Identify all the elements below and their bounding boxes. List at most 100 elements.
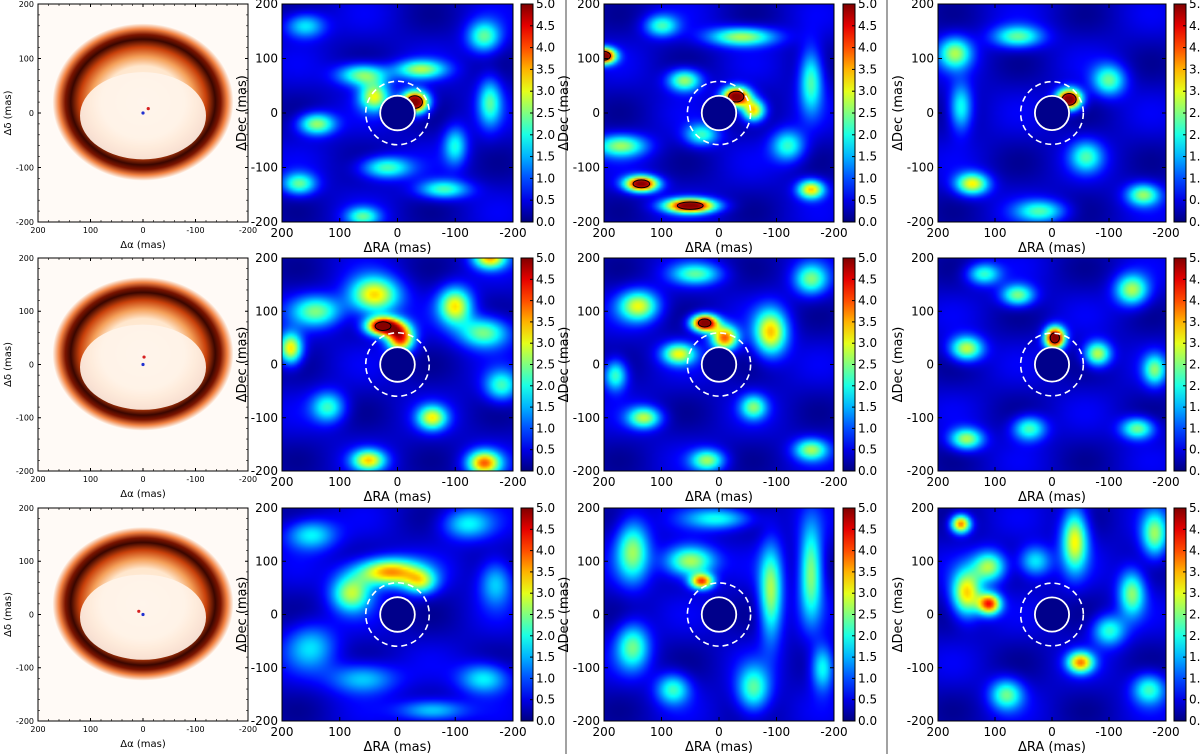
y-tick-label: 100: [19, 307, 34, 316]
outer-dashed-circle: [1019, 582, 1085, 647]
colorbar-tick-label: 3.0: [1189, 586, 1200, 600]
colorbar-tick-label: 2.0: [1189, 629, 1200, 643]
x-tick-label: 100: [328, 725, 351, 739]
inner-mask-circle: [700, 346, 738, 383]
y-axis-label: Δδ (mas): [3, 342, 14, 387]
x-tick-label: -200: [499, 475, 526, 489]
x-tick-label: -100: [186, 725, 204, 734]
y-axis-label: ΔDec (mas): [891, 577, 906, 653]
colorbar-tick-label: 1.0: [858, 171, 877, 185]
colorbar-tick-label: 1.5: [536, 400, 555, 414]
y-axis-label: Δδ (mas): [3, 90, 14, 135]
x-axis-label: ΔRA (mas): [685, 241, 753, 256]
y-tick-label: 0: [592, 358, 600, 372]
colorbar-tick-label: 1.5: [858, 400, 877, 414]
colorbar-tick-label: 1.0: [858, 421, 877, 435]
y-tick-label: -100: [251, 161, 278, 175]
colorbar-tick-label: 2.0: [1189, 128, 1200, 142]
y-tick-label: -100: [573, 161, 600, 175]
y-tick-label: -100: [16, 664, 34, 673]
inner-mask-circle: [379, 596, 416, 633]
snr-map: [282, 508, 513, 721]
y-tick-label: -200: [907, 464, 934, 478]
inner-mask-circle: [1034, 596, 1071, 633]
colorbar-tick-label: 4.5: [1189, 19, 1200, 33]
colorbar-tick-label: 1.5: [1189, 400, 1200, 414]
colorbar-tick-label: 4.5: [536, 272, 555, 286]
x-tick-label: -100: [763, 475, 790, 489]
colorbar-tick-label: 4.5: [1189, 272, 1200, 286]
y-tick-label: -100: [16, 414, 34, 423]
outer-dashed-circle: [1019, 80, 1085, 146]
x-tick-label: 0: [715, 475, 723, 489]
colorbar-tick-label: 2.5: [1189, 106, 1200, 120]
y-tick-label: -200: [907, 714, 934, 728]
y-tick-label: 200: [19, 504, 34, 513]
colorbar-tick-label: 5.0: [858, 251, 877, 265]
colorbar-tick-label: 3.5: [536, 62, 555, 76]
y-tick-label: -100: [251, 411, 278, 425]
y-tick-label: 100: [577, 304, 600, 318]
y-tick-label: 200: [19, 0, 34, 9]
y-tick-label: 200: [911, 501, 934, 515]
disk-cavity: [80, 574, 206, 660]
colorbar-tick-label: 0.0: [536, 714, 555, 728]
y-tick-label: 0: [270, 608, 278, 622]
x-tick-label: 0: [394, 725, 402, 739]
y-tick-label: 100: [19, 557, 34, 566]
x-tick-label: 100: [83, 226, 98, 235]
y-tick-label: -200: [16, 467, 34, 476]
x-axis-label: ΔRA (mas): [1018, 241, 1086, 256]
colorbar-tick-label: 0.5: [536, 443, 555, 457]
x-axis-label: ΔRA (mas): [1018, 740, 1086, 754]
colorbar-tick-label: 4.0: [536, 294, 555, 308]
x-tick-label: -200: [820, 475, 847, 489]
x-axis-label: Δα (mas): [120, 739, 166, 750]
colorbar-tick-label: 5.0: [858, 501, 877, 515]
x-tick-label: -100: [442, 725, 469, 739]
colorbar-tick-label: 5.0: [536, 0, 555, 11]
x-axis-label: ΔRA (mas): [685, 740, 753, 754]
x-tick-label: -200: [820, 725, 847, 739]
x-tick-label: -200: [1152, 475, 1179, 489]
colorbar-tick-label: 4.5: [536, 19, 555, 33]
position-marker: [141, 111, 145, 115]
snr-map: [938, 508, 1166, 721]
y-tick-label: 0: [592, 106, 600, 120]
x-tick-label: -100: [763, 725, 790, 739]
detection-contour: [632, 179, 651, 189]
y-axis-label: ΔDec (mas): [235, 327, 250, 403]
outer-dashed-circle: [1019, 332, 1085, 397]
inner-mask-circle: [379, 346, 416, 383]
x-tick-label: 200: [593, 725, 616, 739]
x-tick-label: -100: [442, 226, 469, 240]
colorbar-tick-label: 1.0: [536, 171, 555, 185]
x-tick-label: -200: [1152, 725, 1179, 739]
snr-map: [604, 508, 834, 721]
snr-map: [938, 4, 1166, 222]
colorbar-tick-label: 0.0: [1189, 714, 1200, 728]
colorbar-tick-label: 0.0: [536, 215, 555, 229]
x-axis-label: ΔRA (mas): [364, 740, 432, 754]
x-tick-label: 100: [83, 725, 98, 734]
inner-mask-circle: [700, 94, 738, 132]
x-tick-label: 0: [1048, 226, 1056, 240]
colorbar-tick-label: 1.0: [1189, 421, 1200, 435]
colorbar-tick-label: 1.0: [1189, 171, 1200, 185]
y-axis-label: ΔDec (mas): [891, 327, 906, 403]
colorbar-tick-label: 2.0: [858, 128, 877, 142]
x-tick-label: -100: [1095, 226, 1122, 240]
detection-contour: [374, 321, 392, 332]
y-axis-label: ΔDec (mas): [557, 75, 572, 151]
y-axis-label: ΔDec (mas): [557, 577, 572, 653]
x-tick-label: 0: [140, 475, 145, 484]
y-tick-label: 0: [29, 109, 34, 118]
x-axis-label: Δα (mas): [120, 240, 166, 251]
colorbar-tick-label: 0.5: [1189, 193, 1200, 207]
outer-dashed-circle: [364, 331, 431, 398]
y-tick-label: 0: [270, 106, 278, 120]
y-axis-label: Δδ (mas): [3, 592, 14, 637]
